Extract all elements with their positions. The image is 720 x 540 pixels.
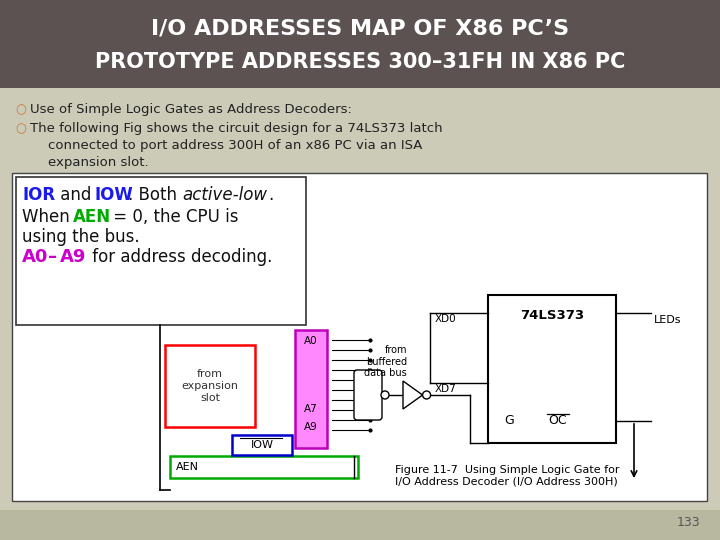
Text: –: – xyxy=(48,248,57,266)
Text: Use of Simple Logic Gates as Address Decoders:: Use of Simple Logic Gates as Address Dec… xyxy=(30,103,352,116)
Text: = 0, the CPU is: = 0, the CPU is xyxy=(108,208,238,226)
Bar xyxy=(0,0,720,88)
Bar xyxy=(232,435,292,455)
Text: XD7: XD7 xyxy=(435,384,456,394)
Text: A0: A0 xyxy=(22,248,48,266)
Text: XD0: XD0 xyxy=(435,314,456,324)
Text: IOR: IOR xyxy=(22,186,55,204)
Polygon shape xyxy=(403,381,423,409)
Text: expansion slot.: expansion slot. xyxy=(48,156,148,169)
Text: .: . xyxy=(268,186,274,204)
Text: and: and xyxy=(55,186,96,204)
Text: connected to port address 300H of an x86 PC via an ISA: connected to port address 300H of an x86… xyxy=(48,139,423,152)
Bar xyxy=(16,177,306,325)
Bar xyxy=(0,88,720,540)
Bar xyxy=(488,295,616,443)
Bar xyxy=(0,510,720,540)
FancyBboxPatch shape xyxy=(354,370,382,420)
Text: 74LS373: 74LS373 xyxy=(520,309,584,322)
Text: G: G xyxy=(504,415,514,428)
Text: AEN: AEN xyxy=(73,208,111,226)
Text: LEDs: LEDs xyxy=(654,315,682,325)
Text: . Both: . Both xyxy=(128,186,182,204)
Bar xyxy=(165,345,255,427)
Text: from
buffered
data bus: from buffered data bus xyxy=(364,345,407,378)
Text: AEN: AEN xyxy=(176,462,199,472)
Bar xyxy=(12,173,707,501)
Text: A7: A7 xyxy=(304,404,318,414)
Text: OC: OC xyxy=(548,415,567,428)
Text: When: When xyxy=(22,208,75,226)
Bar xyxy=(295,330,327,448)
Text: IOW: IOW xyxy=(251,440,274,450)
Circle shape xyxy=(423,391,431,399)
Text: active-low: active-low xyxy=(182,186,267,204)
Text: using the bus.: using the bus. xyxy=(22,228,140,246)
Text: A9: A9 xyxy=(60,248,86,266)
Text: IOW: IOW xyxy=(94,186,132,204)
Text: PROTOTYPE ADDRESSES 300–31FH IN X86 PC: PROTOTYPE ADDRESSES 300–31FH IN X86 PC xyxy=(95,52,625,72)
Text: A9: A9 xyxy=(304,422,318,432)
Text: 133: 133 xyxy=(676,516,700,529)
Text: from
expansion
slot: from expansion slot xyxy=(181,369,238,403)
Text: A0: A0 xyxy=(304,336,318,346)
Text: for address decoding.: for address decoding. xyxy=(87,248,272,266)
Text: Figure 11-7  Using Simple Logic Gate for
I/O Address Decoder (I/O Address 300H): Figure 11-7 Using Simple Logic Gate for … xyxy=(395,465,619,487)
Text: ○: ○ xyxy=(15,122,26,135)
Circle shape xyxy=(381,391,389,399)
Text: ○: ○ xyxy=(15,103,26,116)
Text: I/O ADDRESSES MAP OF X86 PC’S: I/O ADDRESSES MAP OF X86 PC’S xyxy=(151,18,569,38)
Text: The following Fig shows the circuit design for a 74LS373 latch: The following Fig shows the circuit desi… xyxy=(30,122,443,135)
Bar xyxy=(170,456,358,478)
